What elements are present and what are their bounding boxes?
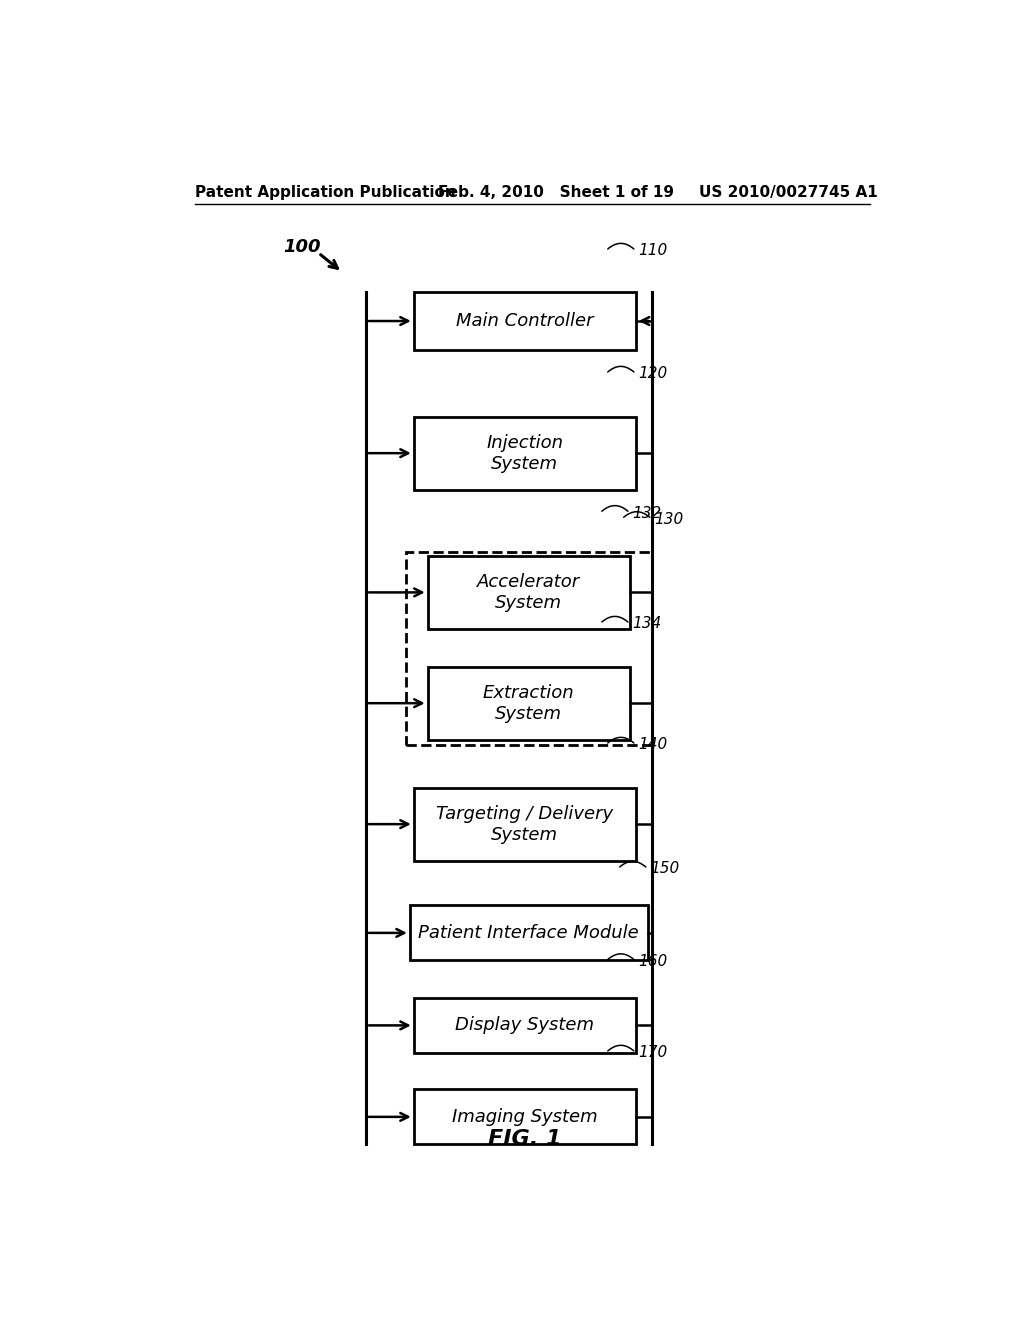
Text: Display System: Display System (456, 1016, 594, 1035)
Bar (414, 292, 636, 351)
Bar (414, 1089, 636, 1144)
Bar (410, 906, 648, 961)
Text: 160: 160 (638, 954, 668, 969)
Text: Accelerator
System: Accelerator System (477, 573, 581, 611)
Bar (406, 552, 651, 744)
Bar (414, 417, 636, 490)
Text: Main Controller: Main Controller (456, 312, 594, 330)
Bar (428, 556, 630, 630)
Text: Injection
System: Injection System (486, 434, 563, 473)
Text: 150: 150 (650, 862, 680, 876)
Bar (428, 667, 630, 739)
Text: Feb. 4, 2010   Sheet 1 of 19: Feb. 4, 2010 Sheet 1 of 19 (437, 185, 674, 201)
Text: 120: 120 (638, 367, 668, 381)
Text: 100: 100 (283, 238, 321, 256)
Text: 132: 132 (633, 506, 662, 520)
Text: Targeting / Delivery
System: Targeting / Delivery System (436, 805, 613, 843)
Text: 134: 134 (633, 616, 662, 631)
Text: FIG. 1: FIG. 1 (488, 1130, 561, 1150)
Text: Imaging System: Imaging System (452, 1107, 598, 1126)
Text: Extraction
System: Extraction System (483, 684, 574, 722)
Bar (414, 788, 636, 861)
Text: Patient Interface Module: Patient Interface Module (419, 924, 639, 942)
Text: 140: 140 (638, 738, 668, 752)
Text: 170: 170 (638, 1045, 668, 1060)
Text: Patent Application Publication: Patent Application Publication (196, 185, 457, 201)
Text: 110: 110 (638, 243, 668, 259)
Bar (414, 998, 636, 1053)
Text: 130: 130 (654, 512, 683, 527)
Text: US 2010/0027745 A1: US 2010/0027745 A1 (699, 185, 879, 201)
